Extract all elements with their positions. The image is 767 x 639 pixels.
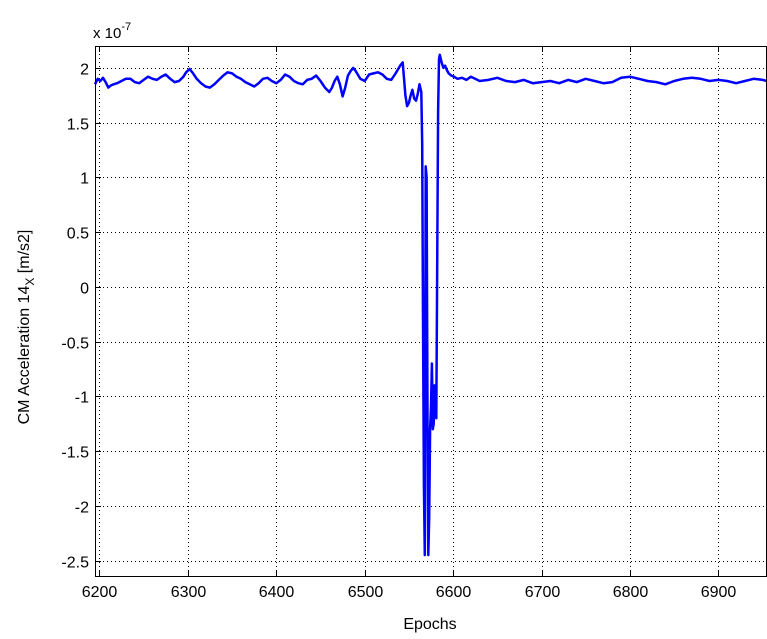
y-axis-title: CM Acceleration 14X [m/s2] (16, 230, 37, 425)
series-line (93, 53, 767, 557)
y-tick-label: -0.5 (61, 336, 89, 353)
y-axis-title-unit: [m/s2] (16, 230, 33, 278)
y-axis-title-main: CM Acceleration 14 (16, 286, 33, 425)
y-tick-label: -1.5 (61, 445, 89, 462)
y-tick-label: -2 (75, 500, 89, 517)
tick-labels: 6200 6300 6400 6500 6600 6700 6800 6900 2 1.5 1 0.5… (61, 62, 736, 602)
y-tick-label: 0.5 (67, 226, 89, 243)
y-tick-label: -1 (75, 390, 89, 407)
x-tick-label: 6500 (348, 584, 384, 601)
y-multiplier: x 10-7 (93, 21, 131, 42)
x-tick-label: 6900 (701, 584, 737, 601)
x-tick-label: 6800 (613, 584, 649, 601)
y-tick-label: 0 (80, 281, 89, 298)
y-tick-label: 1.5 (67, 117, 89, 134)
x-axis-title: Epochs (403, 616, 456, 633)
x-tick-label: 6300 (171, 584, 207, 601)
series-layer (93, 53, 767, 557)
y-tick-label: 1 (80, 171, 89, 188)
x-tick-label: 6700 (525, 584, 561, 601)
x-tick-label: 6200 (82, 584, 118, 601)
x-tick-label: 6600 (436, 584, 472, 601)
y-axis-title-sub: X (23, 278, 37, 286)
plot-area (95, 46, 767, 577)
y-tick-label: -2.5 (61, 555, 89, 572)
ticks (95, 46, 719, 577)
x-tick-label: 6400 (259, 584, 295, 601)
y-multiplier-exp: -7 (121, 21, 131, 33)
y-tick-label: 2 (80, 62, 89, 79)
y-multiplier-base: x 10 (93, 25, 121, 42)
